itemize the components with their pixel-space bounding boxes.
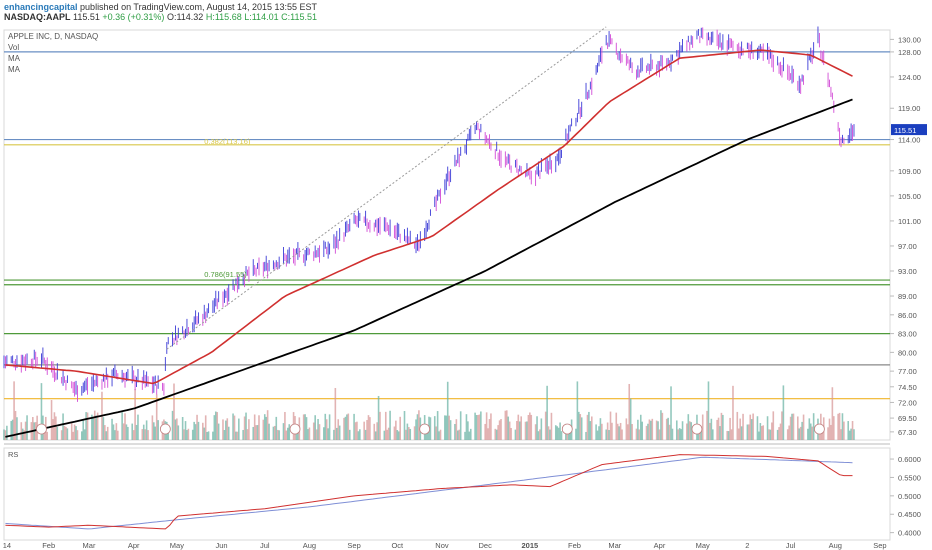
y-tick-label-3: 119.00 bbox=[898, 104, 920, 113]
x-tick-label-15: Apr bbox=[654, 541, 666, 550]
x-tick-label-7: Aug bbox=[303, 541, 316, 550]
earnings-marker-3 bbox=[419, 423, 431, 435]
time-axis[interactable]: 14 Feb Mar Apr May Jun Jul Aug Sep Oct Nov Dec 2015 F… bbox=[3, 541, 887, 550]
y-tick-label-0: 130.00 bbox=[898, 35, 921, 44]
earnings-marker-2 bbox=[289, 423, 301, 435]
current-price-label: 115.51 bbox=[894, 126, 916, 135]
x-tick-label-14: Mar bbox=[608, 541, 621, 550]
symbol: NASDAQ:AAPL bbox=[4, 12, 71, 22]
y-tick-label-5: 109.00 bbox=[898, 167, 921, 176]
y-tick-label-16: 72.00 bbox=[898, 398, 917, 407]
x-tick-label-20: Sep bbox=[873, 541, 886, 550]
y-tick-label-6: 105.00 bbox=[898, 192, 921, 201]
y-tick-label-2: 124.00 bbox=[898, 73, 921, 82]
earnings-marker-1 bbox=[159, 423, 171, 435]
y-tick-label-11: 86.00 bbox=[898, 311, 917, 320]
chart-labels: RS 0.786(91.55) 0.382(113.16) bbox=[8, 137, 825, 459]
price-bars bbox=[3, 26, 855, 402]
x-tick-label-3: Apr bbox=[128, 541, 140, 550]
legend-title: APPLE INC, D, NASDAQ bbox=[8, 32, 99, 41]
earnings-marker-4 bbox=[561, 423, 573, 435]
earnings-marker-5 bbox=[691, 423, 703, 435]
rs-pane bbox=[3, 447, 891, 541]
x-tick-label-8: Sep bbox=[347, 541, 360, 550]
y-tick-label-1: 128.00 bbox=[898, 48, 921, 57]
quote-line: NASDAQ:AAPL 115.51 +0.36 (+0.31%) O:114.… bbox=[4, 12, 317, 22]
rs-tick-label-1: 0.5500 bbox=[898, 473, 921, 482]
current-price-tag bbox=[891, 124, 927, 136]
x-tick-label-16: May bbox=[696, 541, 710, 550]
open-value: O:114.32 bbox=[166, 12, 204, 22]
low-value: L:114.01 bbox=[244, 12, 279, 22]
y-tick-label-10: 89.00 bbox=[898, 292, 917, 301]
x-tick-label-6: Jul bbox=[260, 541, 270, 550]
y-tick-label-14: 77.00 bbox=[898, 367, 917, 376]
rs-axis[interactable]: 0.6000 0.5500 0.5000 0.4500 0.4000 bbox=[890, 455, 921, 538]
x-tick-label-2: Mar bbox=[83, 541, 96, 550]
legend-ma-1[interactable]: MA bbox=[8, 54, 20, 63]
high-value: H:115.68 bbox=[205, 12, 242, 22]
fib-label-0382: 0.382(113.16) bbox=[204, 137, 251, 146]
rs-tick-label-0: 0.6000 bbox=[898, 455, 921, 464]
x-tick-label-0: 14 bbox=[3, 541, 11, 550]
x-tick-label-18: Jul bbox=[786, 541, 796, 550]
earnings-marker-0 bbox=[36, 423, 47, 435]
rs-ma-line bbox=[5, 456, 853, 530]
rs-pane-label: RS bbox=[8, 450, 18, 459]
published-text: published on TradingView.com, August 14,… bbox=[80, 2, 318, 12]
price-axis[interactable]: 130.00 128.00 124.00 119.00 114.00 109.00 105.… bbox=[890, 35, 927, 437]
x-tick-label-9: Oct bbox=[391, 541, 404, 550]
ma-fast-line bbox=[5, 49, 853, 385]
x-tick-label-13: Feb bbox=[568, 541, 581, 550]
x-tick-label-11: Dec bbox=[479, 541, 493, 550]
last-price: 115.51 bbox=[73, 12, 100, 22]
chart-header: enhancingcapital published on TradingVie… bbox=[0, 0, 932, 24]
close-value: C:115.51 bbox=[281, 12, 317, 22]
ma-slow-line bbox=[5, 98, 853, 438]
legend-ma-2[interactable]: MA bbox=[8, 65, 20, 74]
rs-tick-label-3: 0.4500 bbox=[898, 510, 921, 519]
x-tick-label-17: 2 bbox=[745, 541, 749, 550]
x-tick-label-5: Jun bbox=[215, 541, 227, 550]
rs-tick-label-2: 0.5000 bbox=[898, 492, 921, 501]
trend-channel-line bbox=[166, 26, 607, 350]
y-tick-label-9: 93.00 bbox=[898, 267, 917, 276]
x-tick-label-12: 2015 bbox=[521, 541, 538, 550]
publish-line: enhancingcapital published on TradingVie… bbox=[4, 2, 317, 12]
earnings-marker-6 bbox=[814, 423, 825, 435]
fib-label-0786: 0.786(91.55) bbox=[204, 270, 247, 279]
y-tick-label-8: 97.00 bbox=[898, 242, 917, 251]
y-tick-label-18: 67.30 bbox=[898, 428, 917, 437]
moving-averages bbox=[5, 26, 853, 530]
y-tick-label-4: 114.00 bbox=[898, 136, 920, 145]
y-tick-label-17: 69.50 bbox=[898, 414, 917, 423]
x-tick-label-10: Nov bbox=[435, 541, 449, 550]
x-tick-label-1: Feb bbox=[42, 541, 55, 550]
y-tick-label-7: 101.00 bbox=[898, 217, 921, 226]
author-link[interactable]: enhancingcapital bbox=[4, 2, 78, 12]
price-chart[interactable]: 130.00 128.00 124.00 119.00 114.00 109.00 105.… bbox=[0, 24, 932, 550]
chart-legend: APPLE INC, D, NASDAQ Vol MA MA bbox=[8, 31, 98, 75]
rs-line bbox=[5, 454, 853, 530]
rs-tick-label-4: 0.4000 bbox=[898, 529, 921, 538]
change: +0.36 (+0.31%) bbox=[102, 12, 165, 22]
y-tick-label-15: 74.50 bbox=[898, 383, 917, 392]
volume-bars bbox=[3, 381, 855, 440]
x-tick-label-4: May bbox=[170, 541, 184, 550]
y-tick-label-12: 83.00 bbox=[898, 330, 917, 339]
y-tick-label-13: 80.00 bbox=[898, 348, 917, 357]
legend-vol[interactable]: Vol bbox=[8, 43, 20, 52]
x-tick-label-19: Aug bbox=[829, 541, 842, 550]
